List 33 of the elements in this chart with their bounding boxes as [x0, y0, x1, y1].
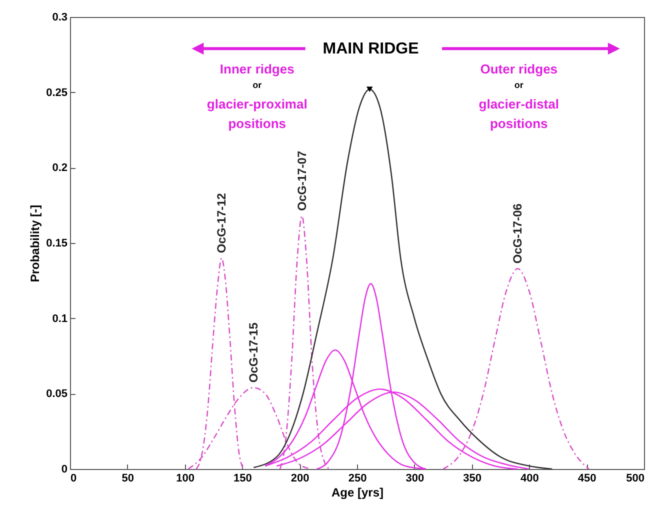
x-tick-label: 450: [578, 472, 596, 484]
y-tick-label: 0: [61, 464, 68, 476]
annotation: or: [252, 80, 262, 90]
annotation: Inner ridges: [220, 62, 294, 77]
annotation: positions: [490, 116, 548, 131]
annotation: MAIN RIDGE: [322, 40, 420, 58]
x-tick-label: 0: [70, 472, 77, 484]
x-tick-label: 250: [348, 472, 367, 484]
x-tick-label: 300: [406, 472, 424, 484]
y-tick-label: 0.3: [52, 12, 68, 24]
x-tick-label: 100: [176, 472, 194, 484]
annotation: positions: [228, 116, 286, 131]
x-tick-label: 150: [234, 472, 252, 484]
y-tick-label: 0.05: [46, 388, 68, 400]
annotation: Outer ridges: [480, 62, 558, 77]
x-tick-label: 50: [122, 472, 134, 484]
text: OcG-17-07: [294, 150, 309, 211]
annotation: glacier-proximal: [206, 96, 308, 112]
annotation: or: [514, 80, 524, 90]
y-tick-label: 0.2: [52, 162, 68, 174]
x-tick-label: 500: [626, 472, 644, 484]
x-axis-title: Age [yrs]: [331, 486, 384, 500]
x-tick-label: 400: [520, 472, 539, 484]
y-tick-label: 0.1: [52, 312, 68, 325]
y-axis-title: Probability [-]: [28, 204, 42, 282]
text: OcG-17-15: [246, 322, 261, 383]
x-tick-label: 200: [290, 472, 310, 484]
text: OcG-17-06: [510, 203, 525, 264]
annotation: glacier-distal: [478, 96, 559, 112]
y-tick-label: 0.25: [46, 86, 68, 99]
y-tick-label: 0.15: [46, 238, 68, 250]
text: OcG-17-12: [214, 192, 229, 254]
x-tick-label: 350: [463, 472, 482, 484]
